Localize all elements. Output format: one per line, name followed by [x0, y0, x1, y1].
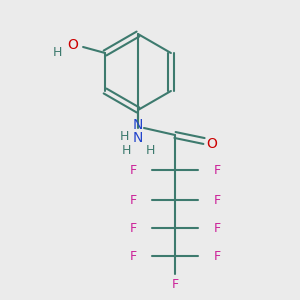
Text: N: N	[133, 118, 143, 132]
Text: F: F	[129, 250, 137, 262]
Text: O: O	[68, 38, 79, 52]
Text: H: H	[145, 145, 155, 158]
Text: O: O	[207, 137, 218, 151]
Text: H: H	[119, 130, 129, 143]
Text: F: F	[129, 221, 137, 235]
Text: F: F	[129, 194, 137, 206]
Text: F: F	[171, 278, 178, 290]
Text: F: F	[213, 250, 220, 262]
Text: F: F	[129, 164, 137, 176]
Text: F: F	[213, 194, 220, 206]
Text: H: H	[121, 145, 131, 158]
Text: H: H	[52, 46, 62, 59]
Text: N: N	[133, 131, 143, 145]
Text: F: F	[213, 221, 220, 235]
Text: F: F	[213, 164, 220, 176]
